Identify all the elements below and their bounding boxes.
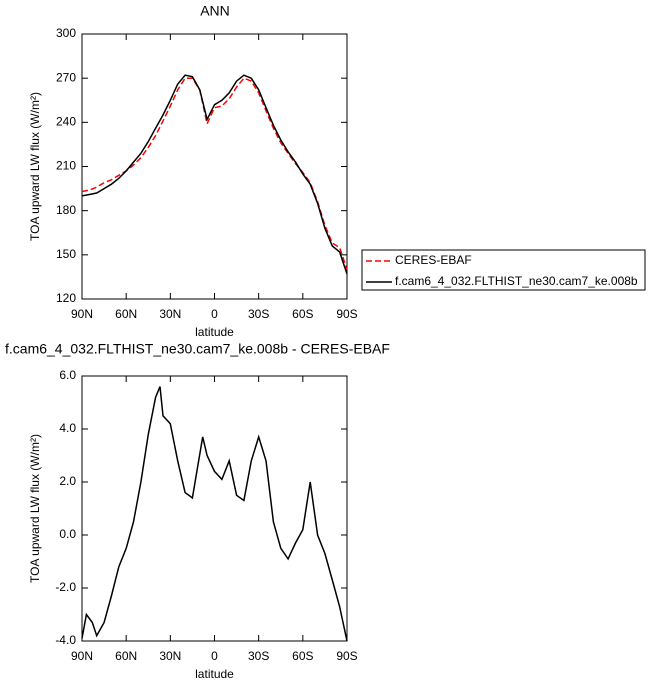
x-tick-label: 60S [292, 649, 313, 663]
legend-label: CERES-EBAF [395, 253, 472, 267]
x-tick-label: 30S [248, 649, 269, 663]
y-tick-label: 150 [56, 247, 76, 261]
x-tick-label: 0 [211, 649, 218, 663]
chart-title: ANN [200, 3, 230, 19]
x-tick-label: 60N [115, 649, 137, 663]
chart-title: f.cam6_4_032.FLTHIST_ne30.cam7_ke.008b -… [5, 341, 390, 357]
y-tick-label: 300 [56, 26, 76, 40]
plot-frame [81, 33, 348, 300]
x-tick-label: 90S [336, 649, 357, 663]
x-tick-label: 30N [159, 307, 181, 321]
data-line [81, 74, 348, 275]
y-tick-label: -4.0 [55, 633, 76, 647]
y-axis-label: TOA upward LW flux (W/m²) [28, 92, 42, 241]
y-axis-label: TOA upward LW flux (W/m²) [28, 434, 42, 583]
data-line [81, 386, 348, 642]
legend-box [361, 249, 646, 291]
y-tick-label: 120 [56, 291, 76, 305]
x-tick-label: 90N [71, 649, 93, 663]
x-tick-label: 30N [159, 649, 181, 663]
y-tick-label: 180 [56, 203, 76, 217]
x-tick-label: 30S [248, 307, 269, 321]
y-tick-label: 2.0 [59, 474, 76, 488]
y-tick-label: 4.0 [59, 421, 76, 435]
x-tick-label: 90S [336, 307, 357, 321]
y-tick-label: 240 [56, 115, 76, 129]
x-axis-label: latitude [195, 325, 234, 339]
y-tick-label: 210 [56, 159, 76, 173]
y-tick-label: 270 [56, 70, 76, 84]
y-tick-label: 0.0 [59, 527, 76, 541]
x-axis-label: latitude [195, 667, 234, 681]
x-tick-label: 60N [115, 307, 137, 321]
x-tick-label: 0 [211, 307, 218, 321]
plot-frame [81, 375, 348, 642]
x-tick-label: 90N [71, 307, 93, 321]
data-line [81, 77, 348, 270]
legend-label: f.cam6_4_032.FLTHIST_ne30.cam7_ke.008b [395, 274, 638, 288]
x-tick-label: 60S [292, 307, 313, 321]
y-tick-label: -2.0 [55, 580, 76, 594]
y-tick-label: 6.0 [59, 368, 76, 382]
